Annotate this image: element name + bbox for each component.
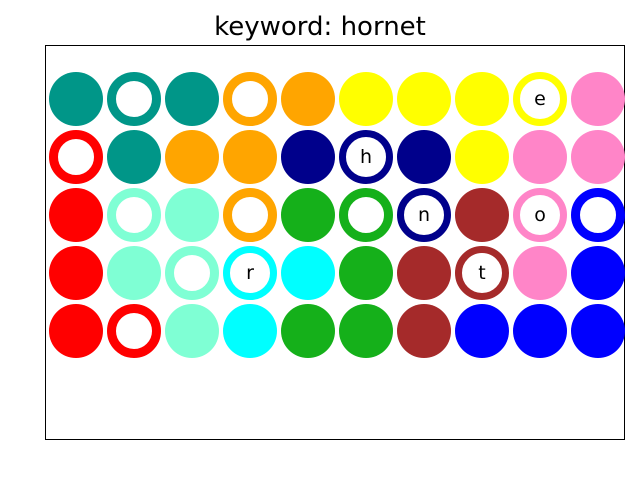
tile-letter: e	[534, 88, 546, 110]
tile-r4-c3[interactable]	[165, 246, 219, 300]
tile-letter: h	[359, 146, 373, 168]
tile-r2-c6[interactable]: h	[339, 130, 393, 184]
tile-r4-c9[interactable]	[513, 246, 567, 300]
tile-r1-c10[interactable]	[571, 72, 625, 126]
tile-r4-c5[interactable]	[281, 246, 335, 300]
tile-r2-c8[interactable]	[455, 130, 509, 184]
tile-r1-c8[interactable]	[455, 72, 509, 126]
tile-letter: t	[478, 262, 486, 284]
tile-r1-c2[interactable]	[107, 72, 161, 126]
tile-r3-c2[interactable]	[107, 188, 161, 242]
tile-r5-c7[interactable]	[397, 304, 451, 358]
tile-r3-c8[interactable]	[455, 188, 509, 242]
tile-letter: r	[246, 262, 254, 284]
tile-r3-c10[interactable]	[571, 188, 625, 242]
tile-r2-c2[interactable]	[107, 130, 161, 184]
tile-r4-c10[interactable]	[571, 246, 625, 300]
tile-r5-c4[interactable]	[223, 304, 277, 358]
tile-r3-c7[interactable]: n	[397, 188, 451, 242]
tile-r4-c1[interactable]	[49, 246, 103, 300]
tile-r5-c8[interactable]	[455, 304, 509, 358]
tile-r4-c7[interactable]	[397, 246, 451, 300]
tile-r3-c1[interactable]	[49, 188, 103, 242]
tile-r2-c10[interactable]	[571, 130, 625, 184]
tile-r5-c3[interactable]	[165, 304, 219, 358]
tile-r1-c4[interactable]	[223, 72, 277, 126]
puzzle-title: keyword: hornet	[214, 12, 426, 42]
tile-r1-c7[interactable]	[397, 72, 451, 126]
game-board: e h n o r t	[45, 45, 625, 440]
tile-r2-c9[interactable]	[513, 130, 567, 184]
tile-r4-c6[interactable]	[339, 246, 393, 300]
tile-r5-c1[interactable]	[49, 304, 103, 358]
tile-r3-c5[interactable]	[281, 188, 335, 242]
tile-r2-c5[interactable]	[281, 130, 335, 184]
tile-r1-c6[interactable]	[339, 72, 393, 126]
tile-r5-c9[interactable]	[513, 304, 567, 358]
tile-r4-c4[interactable]: r	[223, 246, 277, 300]
tile-r2-c1[interactable]	[49, 130, 103, 184]
tile-r1-c5[interactable]	[281, 72, 335, 126]
tile-r1-c1[interactable]	[49, 72, 103, 126]
tile-r4-c2[interactable]	[107, 246, 161, 300]
tile-r5-c10[interactable]	[571, 304, 625, 358]
tile-r4-c8[interactable]: t	[455, 246, 509, 300]
tile-r1-c3[interactable]	[165, 72, 219, 126]
tile-r3-c6[interactable]	[339, 188, 393, 242]
tile-r3-c4[interactable]	[223, 188, 277, 242]
tile-letter: o	[534, 204, 546, 226]
tile-r2-c3[interactable]	[165, 130, 219, 184]
tile-r5-c2[interactable]	[107, 304, 161, 358]
tile-r5-c5[interactable]	[281, 304, 335, 358]
tile-r1-c9[interactable]: e	[513, 72, 567, 126]
tile-r3-c9[interactable]: o	[513, 188, 567, 242]
tile-letter: n	[417, 204, 431, 226]
tile-r5-c6[interactable]	[339, 304, 393, 358]
tile-r2-c7[interactable]	[397, 130, 451, 184]
tile-r2-c4[interactable]	[223, 130, 277, 184]
tile-r3-c3[interactable]	[165, 188, 219, 242]
